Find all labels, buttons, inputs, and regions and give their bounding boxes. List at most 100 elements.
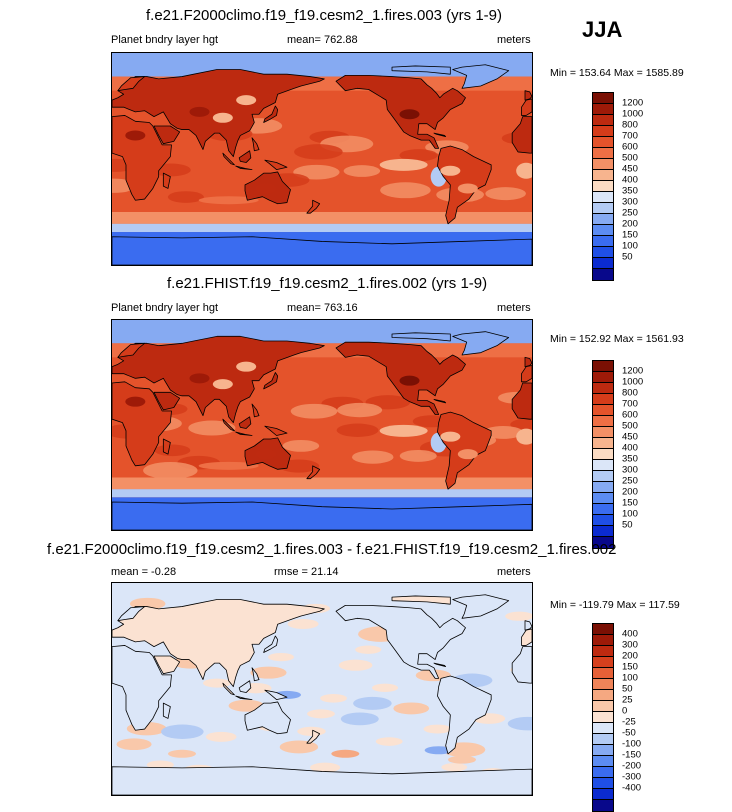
colorbar-tick-label: 150 [622,497,638,509]
coastline [244,701,291,735]
coastline [162,438,171,455]
colorbar-tick-label: 800 [622,119,638,131]
colorbar-tick-label: 100 [622,508,638,520]
colorbar-tick-label: 450 [622,431,638,443]
contour-patch [441,763,468,772]
coastline [433,398,447,404]
coastline [306,729,321,744]
contour-patch [161,724,204,739]
contour-patch [457,449,478,460]
colorbar-box [593,405,613,416]
colorbar-box [593,192,613,203]
coastline [433,132,447,138]
colorbar-tick-label: 25 [622,694,633,706]
coastline [112,69,325,158]
colorbar-tick-label: 150 [622,661,638,673]
colorbar-box [593,701,613,712]
colorbar-box [593,394,613,405]
panel2-minmax: Min = 152.92 Max = 1561.93 [550,333,684,345]
coastline [306,465,321,480]
contour-patch [236,361,257,372]
panel1-variable: Planet bndry layer hgt [111,34,219,46]
colorbar-tick-label: 250 [622,475,638,487]
colorbar-tick-label: 500 [622,420,638,432]
coastline [511,116,532,154]
contour-patch [198,196,259,205]
contour-patch [399,375,420,386]
latitude-band [112,212,532,224]
colorbar-tick-label: 300 [622,639,638,651]
contour-patch [440,165,461,176]
contour-patch [297,726,326,737]
contour-patch [198,461,259,470]
contour-patch [379,424,428,437]
colorbar-tick-label: 50 [622,251,633,263]
contour-patch [287,618,319,630]
contour-patch [448,755,476,764]
contour-patch [143,461,198,480]
latitude-band [112,223,532,233]
colorbar-box [593,767,613,778]
coastline [251,137,260,152]
colorbar-box [593,756,613,767]
coastline [153,125,181,145]
colorbar-tick-label: 1200 [622,365,644,377]
colorbar-tick-label: 200 [622,650,638,662]
coastline [112,236,532,265]
contour-patch [352,450,394,464]
coastline [238,150,252,163]
panel3-units: meters [497,566,531,578]
contour-patch [380,182,431,199]
colorbar-box [593,247,613,258]
season-label: JJA [582,17,623,42]
contour-patch [399,149,438,162]
contour-patch [483,426,524,439]
coastline [112,599,325,688]
contour-patch [188,420,236,436]
colorbar-box [593,126,613,137]
panel1-minmax: Min = 153.64 Max = 1585.89 [550,67,684,79]
coastline [511,382,532,420]
colorbar-tick-label: 700 [622,130,638,142]
contour-patch [399,449,437,462]
coastline [524,90,532,101]
colorbar-box [593,482,613,493]
latitude-band [112,477,532,490]
colorbar-tick-label: 1200 [622,97,644,109]
colorbar-tick-label: 0 [622,705,628,717]
colorbar-tick-label: 1000 [622,376,644,388]
contour-patch [516,428,532,445]
panel3-minmax: Min = -119.79 Max = 117.59 [550,599,680,611]
contour-patch [393,702,430,715]
colorbar-box [593,537,613,548]
contour-patch [294,144,343,160]
contour-patch [399,109,420,120]
contour-patch [337,402,383,418]
coastline [391,332,451,342]
coastline [263,105,279,123]
colorbar-tick-label: -25 [622,716,636,728]
colorbar-box [593,471,613,482]
colorbar-tick-label: -150 [622,749,642,761]
colorbar-box [593,258,613,269]
coastline [306,199,321,214]
colorbar-tick-label: 100 [622,240,638,252]
colorbar-box [593,624,613,635]
colorbar-box [593,504,613,515]
contour-patch [371,683,399,692]
coastline [452,331,510,356]
colorbar-box [593,115,613,126]
coastline [264,425,288,436]
contour-patch [379,158,428,171]
contour-patch [250,666,287,679]
contour-patch [282,439,320,452]
coastline [222,418,235,432]
contour-patch [268,652,295,662]
coastline [235,165,253,170]
colorbar-box [593,236,613,247]
colorbar-box [593,493,613,504]
latitude-band [112,489,532,498]
colorbar-tick-label: 600 [622,409,638,421]
contour-patch [505,611,532,621]
colorbar-box [593,148,613,159]
